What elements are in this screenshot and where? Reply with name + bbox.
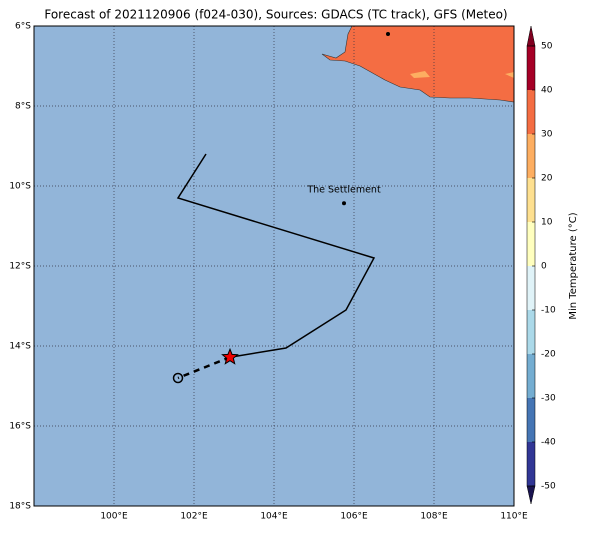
colorbar-label: Min Temperature (°C): [568, 212, 579, 319]
colorbar-bin: [527, 442, 535, 486]
x-tick-label: 104°E: [260, 512, 288, 522]
forecast-end: [172, 372, 184, 384]
map-title: Forecast of 2021120906 (f024-030), Sourc…: [44, 8, 507, 22]
storm-position: [221, 347, 239, 365]
x-tick-label: 108°E: [420, 512, 448, 522]
y-tick-label: 12°S: [9, 262, 31, 272]
colorbar-tick-label: 0: [541, 262, 547, 272]
colorbar-extend-low: [526, 485, 536, 505]
colorbar-bin: [527, 266, 535, 310]
x-tick-label: 106°E: [340, 512, 368, 522]
x-tick-label: 110°E: [500, 512, 528, 522]
colorbar-bin: [527, 134, 535, 178]
x-tick-label: 100°E: [100, 512, 128, 522]
colorbar-tick-label: -30: [541, 394, 556, 404]
y-tick-label: 6°S: [15, 22, 31, 32]
y-tick-label: 16°S: [9, 422, 31, 432]
land: [321, 25, 515, 103]
y-tick-label: 14°S: [9, 342, 31, 352]
colorbar-tick-label: 30: [541, 130, 553, 140]
colorbar-bin: [527, 310, 535, 354]
colorbar-tick-label: 20: [541, 174, 553, 184]
colorbar-tick-label: -40: [541, 438, 556, 448]
colorbar-tick-label: -10: [541, 306, 556, 316]
colorbar-bin: [527, 354, 535, 398]
colorbar-tick-label: -50: [541, 482, 556, 492]
colorbar-extend-high: [526, 25, 536, 47]
y-tick-label: 18°S: [9, 502, 31, 512]
place-marker: [342, 201, 346, 206]
colorbar-bin: [527, 398, 535, 442]
forecast-track: [177, 356, 231, 380]
place-label: The Settlement: [306, 185, 381, 196]
colorbar-tick-label: 50: [541, 42, 553, 52]
y-tick-label: 10°S: [9, 182, 31, 192]
colorbar-bin: [527, 46, 535, 90]
x-tick-label: 102°E: [180, 512, 208, 522]
colorbar-bin: [527, 178, 535, 222]
colorbar-tick-label: -20: [541, 350, 556, 360]
town-dot: [386, 32, 390, 36]
y-tick-label: 8°S: [15, 102, 31, 112]
colorbar-tick-label: 10: [541, 218, 553, 228]
storm-track: [176, 153, 376, 358]
map-frame: [33, 25, 515, 507]
land-warm: [410, 71, 514, 78]
colorbar-tick-label: 40: [541, 86, 553, 96]
colorbar-bin: [527, 90, 535, 134]
colorbar-bin: [527, 222, 535, 266]
